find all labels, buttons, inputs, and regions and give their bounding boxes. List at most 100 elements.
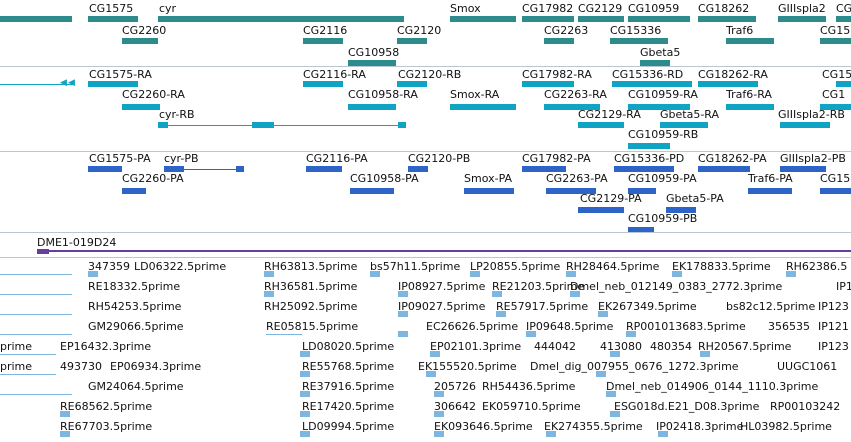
gene-label[interactable]: CG2120 bbox=[397, 24, 442, 37]
protein-label[interactable]: CG2260-PA bbox=[122, 172, 184, 185]
gene-label[interactable]: CG2260 bbox=[122, 24, 167, 37]
protein-bar[interactable] bbox=[122, 188, 146, 194]
transcript-bar[interactable] bbox=[122, 104, 160, 110]
protein-bar[interactable] bbox=[748, 188, 792, 194]
est-label[interactable]: RE67703.5prime bbox=[60, 420, 153, 433]
gene-label[interactable]: GIIIspla2 bbox=[778, 2, 826, 15]
est-label[interactable]: IP123 bbox=[818, 300, 849, 313]
transcript-bar[interactable] bbox=[820, 104, 851, 110]
transcript-bar[interactable] bbox=[660, 122, 708, 128]
protein-bar[interactable] bbox=[164, 166, 184, 172]
est-label[interactable]: GM29066.5prime bbox=[88, 320, 184, 333]
gene-bar[interactable] bbox=[628, 16, 690, 22]
gene-label[interactable]: Traf6 bbox=[726, 24, 754, 37]
gene-label[interactable]: CG10959 bbox=[628, 2, 680, 15]
est-label[interactable]: ESG018d.E21_D08.3prime bbox=[614, 400, 760, 413]
est-label[interactable]: EK155520.5prime bbox=[418, 360, 517, 373]
protein-bar[interactable] bbox=[546, 188, 596, 194]
gene-bar[interactable] bbox=[836, 16, 851, 22]
est-label[interactable]: RH54436.5prime bbox=[482, 380, 576, 393]
est-bar[interactable] bbox=[434, 411, 444, 417]
transcript-label[interactable]: CG10959-RA bbox=[628, 88, 698, 101]
protein-bar[interactable] bbox=[88, 166, 122, 172]
gene-bar[interactable] bbox=[0, 16, 72, 22]
protein-label[interactable]: Gbeta5-PA bbox=[666, 192, 724, 205]
est-bar[interactable] bbox=[626, 331, 636, 337]
protein-label[interactable]: CG10959-PA bbox=[628, 172, 697, 185]
est-label[interactable]: 205726 bbox=[434, 380, 476, 393]
gene-label[interactable]: CG18262 bbox=[698, 2, 750, 15]
est-label[interactable]: prime bbox=[0, 360, 33, 373]
protein-bar[interactable] bbox=[820, 188, 851, 194]
protein-bar[interactable] bbox=[614, 166, 674, 172]
gene-bar[interactable] bbox=[88, 16, 138, 22]
est-label[interactable]: UUGC1061 bbox=[777, 360, 838, 373]
gene-bar[interactable] bbox=[158, 16, 404, 22]
est-label[interactable]: EC26626.5prime bbox=[426, 320, 519, 333]
transcript-label[interactable]: CG2129-RA bbox=[578, 108, 641, 121]
est-bar[interactable] bbox=[610, 351, 620, 357]
protein-bar[interactable] bbox=[522, 166, 566, 172]
protein-bar[interactable] bbox=[236, 166, 244, 172]
gene-label[interactable]: CG10958 bbox=[348, 46, 400, 59]
protein-label[interactable]: CG1575-PA bbox=[89, 152, 151, 165]
transcript-label[interactable]: CG10959-RB bbox=[628, 128, 699, 141]
transcript-bar[interactable] bbox=[348, 104, 396, 110]
est-label[interactable]: EP06934.3prime bbox=[110, 360, 202, 373]
est-label[interactable]: RH63813.5prime bbox=[264, 260, 358, 273]
est-bar[interactable] bbox=[596, 371, 606, 377]
est-label[interactable]: IP12 bbox=[836, 280, 851, 293]
est-bar[interactable] bbox=[526, 331, 536, 337]
est-bar[interactable] bbox=[300, 391, 310, 397]
est-bar[interactable] bbox=[398, 331, 408, 337]
est-bar[interactable] bbox=[300, 431, 310, 437]
transcript-bar[interactable] bbox=[158, 122, 168, 128]
protein-bar[interactable] bbox=[464, 188, 514, 194]
est-label[interactable]: RH20567.5prime bbox=[698, 340, 792, 353]
est-bar[interactable] bbox=[264, 291, 274, 297]
est-label[interactable]: 306642 bbox=[434, 400, 476, 413]
est-bar[interactable] bbox=[300, 351, 310, 357]
est-bar[interactable] bbox=[566, 271, 576, 277]
est-label[interactable]: RE37916.5prime bbox=[302, 380, 395, 393]
est-label[interactable]: EK274355.5prime bbox=[544, 420, 643, 433]
gene-bar[interactable] bbox=[820, 38, 851, 44]
transcript-bar[interactable] bbox=[252, 122, 274, 128]
protein-bar[interactable] bbox=[350, 188, 394, 194]
est-bar[interactable] bbox=[88, 271, 98, 277]
gene-bar[interactable] bbox=[578, 16, 624, 22]
est-label[interactable]: RE18332.5prime bbox=[88, 280, 181, 293]
transcript-label[interactable]: Gbeta5-RA bbox=[660, 108, 720, 121]
est-label[interactable]: EK093646.5prime bbox=[434, 420, 533, 433]
clone-label[interactable]: DME1-019D24 bbox=[37, 236, 117, 249]
protein-label[interactable]: GIIIspla2-PB bbox=[780, 152, 846, 165]
transcript-bar[interactable] bbox=[780, 122, 830, 128]
est-label[interactable]: RP00103242 bbox=[770, 400, 841, 413]
transcript-bar[interactable] bbox=[303, 81, 343, 87]
est-label[interactable]: EK178833.5prime bbox=[672, 260, 771, 273]
est-label[interactable]: EK267349.5prime bbox=[598, 300, 697, 313]
est-label[interactable]: RH54253.5prime bbox=[88, 300, 182, 313]
est-label[interactable]: LP20855.5prime bbox=[470, 260, 561, 273]
transcript-label[interactable]: CG2263-RA bbox=[544, 88, 607, 101]
est-label[interactable]: RH25092.5prime bbox=[264, 300, 358, 313]
protein-label[interactable]: CG17982-PA bbox=[522, 152, 591, 165]
est-bar[interactable] bbox=[546, 431, 556, 437]
est-label[interactable]: RE17420.5prime bbox=[302, 400, 395, 413]
est-label[interactable]: RE21203.5prime bbox=[492, 280, 585, 293]
est-bar[interactable] bbox=[398, 311, 408, 317]
protein-label[interactable]: cyr-PB bbox=[164, 152, 199, 165]
transcript-bar[interactable] bbox=[726, 104, 774, 110]
gene-label[interactable]: CG17982 bbox=[522, 2, 574, 15]
protein-label[interactable]: CG18262-PA bbox=[698, 152, 767, 165]
protein-label[interactable]: CG10958-PA bbox=[350, 172, 419, 185]
transcript-label[interactable]: CG2260-RA bbox=[122, 88, 185, 101]
est-label[interactable]: RE57917.5prime bbox=[496, 300, 589, 313]
est-label[interactable]: IP08927.5prime bbox=[398, 280, 486, 293]
gene-bar[interactable] bbox=[610, 38, 668, 44]
est-label[interactable]: LD08020.5prime bbox=[302, 340, 395, 353]
transcript-bar[interactable] bbox=[397, 81, 427, 87]
gene-bar[interactable] bbox=[122, 38, 158, 44]
est-bar[interactable] bbox=[60, 411, 70, 417]
gene-label[interactable]: CG2263 bbox=[544, 24, 589, 37]
